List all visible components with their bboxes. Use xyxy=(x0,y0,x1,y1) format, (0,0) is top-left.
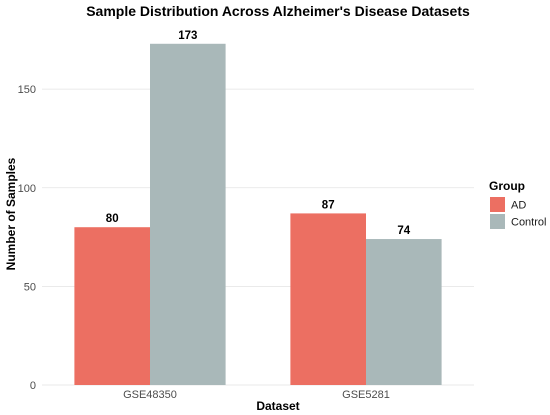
legend: Group AD Control xyxy=(489,179,546,229)
y-tick-label: 100 xyxy=(18,183,36,195)
y-axis-ticks: 0 50 100 150 xyxy=(18,84,36,392)
x-tick-label: GSE5281 xyxy=(342,389,390,401)
y-tick-label: 0 xyxy=(30,380,36,392)
legend-label-ad: AD xyxy=(511,200,526,212)
bar-control-gse48350 xyxy=(150,43,226,386)
y-tick-label: 150 xyxy=(18,84,36,96)
legend-label-control: Control xyxy=(511,217,546,229)
x-axis-title: Dataset xyxy=(256,399,299,413)
data-label: 87 xyxy=(322,199,335,211)
data-label: 173 xyxy=(178,30,197,42)
bar-ad-gse48350 xyxy=(74,227,150,385)
legend-swatch-ad xyxy=(490,197,505,212)
data-label: 80 xyxy=(106,213,119,225)
data-labels: 80 173 87 74 xyxy=(106,30,411,237)
legend-swatch-control xyxy=(490,214,505,229)
legend-title: Group xyxy=(489,179,525,193)
y-tick-label: 50 xyxy=(24,281,36,293)
x-tick-label: GSE48350 xyxy=(123,389,177,401)
data-label: 74 xyxy=(397,225,410,237)
bar-ad-gse5281 xyxy=(290,213,366,385)
bars xyxy=(74,43,442,386)
bar-control-gse5281 xyxy=(366,239,442,385)
chart-title: Sample Distribution Across Alzheimer's D… xyxy=(86,3,470,19)
x-axis-ticks: GSE48350 GSE5281 xyxy=(123,389,390,401)
y-axis-title: Number of Samples xyxy=(4,157,18,270)
